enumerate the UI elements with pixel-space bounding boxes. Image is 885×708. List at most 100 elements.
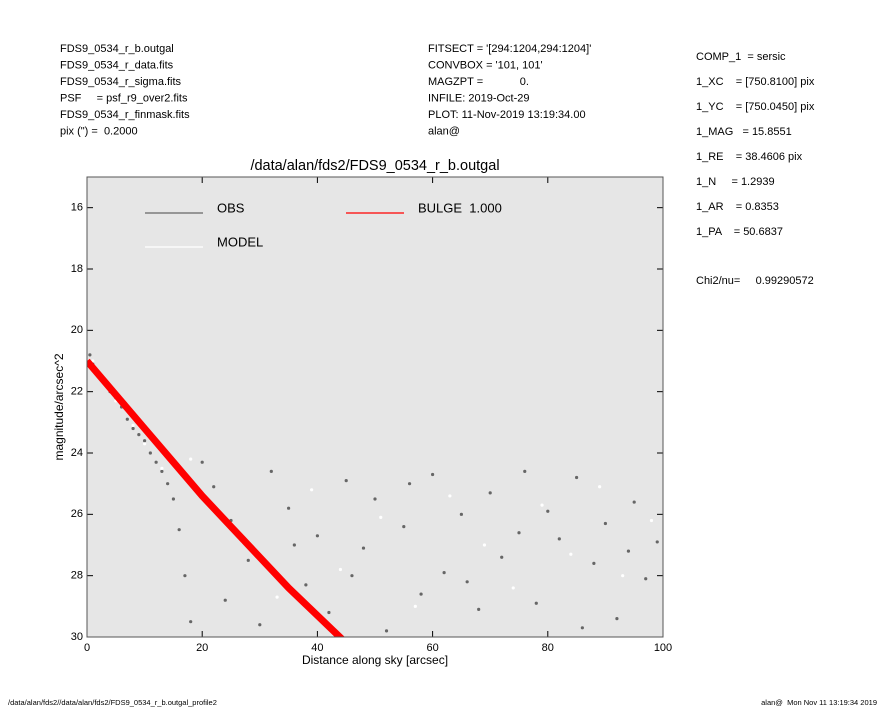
data-point bbox=[580, 626, 584, 630]
x-tick-label: 0 bbox=[84, 642, 90, 654]
header-middle-line: MAGZPT = 0. bbox=[428, 76, 529, 88]
data-point bbox=[465, 580, 469, 584]
data-point bbox=[287, 506, 291, 510]
data-point bbox=[632, 500, 636, 504]
data-point bbox=[649, 518, 654, 523]
data-point bbox=[488, 491, 492, 495]
chi2: Chi2/nu= 0.99290572 bbox=[696, 275, 814, 287]
header-left-line: FDS9_0534_r_finmask.fits bbox=[60, 109, 190, 121]
header-middle-line: alan@ bbox=[428, 125, 460, 137]
header-left-line: FDS9_0534_r_b.outgal bbox=[60, 43, 174, 55]
header-middle-line: FITSECT = '[294:1204,294:1204]' bbox=[428, 43, 591, 55]
header-middle-line: CONVBOX = '101, 101' bbox=[428, 59, 543, 71]
header-right-line: 1_MAG = 15.8551 bbox=[696, 126, 792, 138]
data-point bbox=[88, 353, 92, 357]
data-point bbox=[379, 515, 383, 520]
plot-data bbox=[87, 353, 659, 637]
header-right-line: 1_PA = 50.6837 bbox=[696, 226, 783, 238]
data-point bbox=[477, 607, 481, 612]
data-point bbox=[546, 509, 550, 513]
x-tick-label: 80 bbox=[542, 642, 554, 654]
data-point bbox=[407, 482, 412, 486]
footer-left: /data/alan/fds2//data/alan/fds2/FDS9_053… bbox=[8, 698, 217, 707]
y-tick-label: 18 bbox=[71, 263, 83, 275]
data-point bbox=[419, 592, 423, 596]
data-point bbox=[448, 494, 452, 498]
data-point bbox=[575, 475, 579, 480]
bulge-line bbox=[87, 358, 345, 637]
data-point bbox=[644, 577, 648, 581]
header-left-line: pix (") = 0.2000 bbox=[60, 125, 138, 137]
data-point bbox=[523, 469, 527, 473]
x-axis-label: Distance along sky [arcsec] bbox=[302, 653, 448, 667]
data-point bbox=[177, 528, 181, 532]
legend-label: MODEL bbox=[217, 234, 263, 249]
plot-frame bbox=[86, 176, 664, 638]
chart-title: /data/alan/fds2/FDS9_0534_r_b.outgal bbox=[250, 158, 499, 174]
y-tick-label: 16 bbox=[71, 202, 83, 214]
data-point bbox=[327, 610, 331, 615]
data-point bbox=[626, 549, 631, 553]
data-point bbox=[384, 629, 389, 633]
data-point bbox=[534, 601, 538, 605]
data-point bbox=[500, 555, 504, 559]
x-tick-label: 20 bbox=[196, 642, 208, 654]
y-tick-label: 22 bbox=[71, 386, 83, 398]
data-point bbox=[517, 531, 521, 535]
data-point bbox=[137, 433, 141, 437]
data-point bbox=[482, 543, 487, 547]
data-point bbox=[125, 417, 129, 421]
data-point bbox=[160, 466, 164, 470]
data-point bbox=[459, 512, 463, 516]
y-tick-label: 26 bbox=[71, 508, 83, 520]
data-point bbox=[143, 442, 147, 446]
data-point bbox=[183, 574, 187, 578]
y-axis-label: magnitude/arcsec^2 bbox=[52, 353, 66, 460]
header-right-line: 1_RE = 38.4606 pix bbox=[696, 151, 803, 163]
data-point bbox=[413, 604, 417, 608]
data-point bbox=[361, 546, 366, 550]
data-point bbox=[292, 543, 296, 547]
data-point bbox=[160, 469, 164, 473]
footer-right: alan@ Mon Nov 11 13:19:34 2019 bbox=[761, 698, 877, 707]
data-point bbox=[338, 567, 343, 572]
data-point bbox=[131, 426, 135, 431]
header-left-line: PSF = psf_r9_over2.fits bbox=[60, 92, 188, 104]
data-point bbox=[557, 537, 561, 541]
data-point bbox=[269, 469, 273, 473]
plot-area bbox=[87, 177, 663, 637]
data-point bbox=[154, 460, 158, 464]
header-right-line: 1_XC = [750.8100] pix bbox=[696, 76, 815, 88]
data-point bbox=[344, 479, 348, 483]
data-point bbox=[131, 423, 135, 427]
data-point bbox=[621, 574, 625, 578]
header-left-line: FDS9_0534_r_data.fits bbox=[60, 59, 174, 71]
data-point bbox=[246, 558, 250, 562]
x-tick-label: 40 bbox=[311, 642, 323, 654]
y-tick-label: 30 bbox=[71, 631, 83, 643]
y-tick-label: 24 bbox=[71, 447, 83, 459]
header-right-line: 1_YC = [750.0450] pix bbox=[696, 101, 815, 113]
header-right-line: 1_N = 1.2939 bbox=[696, 176, 775, 188]
data-point bbox=[615, 617, 619, 621]
data-point bbox=[592, 561, 596, 566]
data-point bbox=[511, 586, 515, 590]
data-point bbox=[223, 598, 227, 602]
data-point bbox=[258, 623, 262, 627]
data-point bbox=[431, 472, 435, 477]
data-point bbox=[540, 503, 544, 507]
data-point bbox=[402, 525, 406, 529]
data-point bbox=[310, 488, 314, 492]
data-point bbox=[189, 457, 193, 461]
header-right-line: COMP_1 = sersic bbox=[696, 51, 786, 63]
data-point bbox=[212, 485, 216, 489]
header-middle-line: PLOT: 11-Nov-2019 13:19:34.00 bbox=[428, 109, 586, 121]
data-point bbox=[166, 482, 170, 486]
data-point bbox=[373, 497, 377, 501]
x-tick-label: 60 bbox=[426, 642, 438, 654]
data-point bbox=[442, 571, 446, 575]
data-point bbox=[148, 451, 152, 455]
data-point bbox=[189, 620, 193, 624]
